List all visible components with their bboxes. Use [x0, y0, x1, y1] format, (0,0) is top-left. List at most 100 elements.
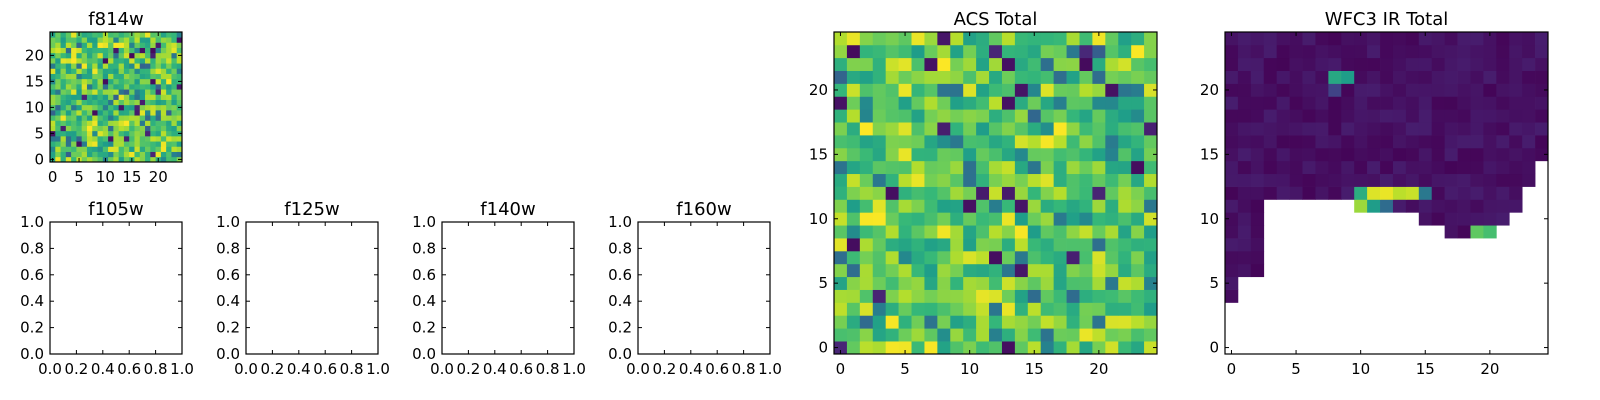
heatmap-cell: [1263, 96, 1278, 110]
heatmap-cell: [1040, 186, 1054, 200]
heatmap-cell: [963, 289, 977, 303]
heatmap-cell: [176, 42, 183, 48]
heatmap-cell: [160, 120, 167, 126]
heatmap-cell: [1027, 32, 1042, 46]
heatmap-cell: [1144, 147, 1158, 162]
heatmap-cell: [76, 115, 83, 121]
heatmap-cell: [950, 250, 964, 265]
heatmap-cell: [1483, 225, 1497, 239]
heatmap-cell: [102, 37, 109, 43]
heatmap-cell: [92, 52, 98, 59]
heatmap-cell: [911, 57, 925, 71]
heatmap-cell: [50, 89, 56, 95]
heatmap-cell: [145, 130, 151, 137]
heatmap-cell: [129, 78, 135, 85]
heatmap-cell: [937, 276, 951, 290]
heatmap-cell: [1380, 83, 1394, 97]
heatmap-cell: [1066, 83, 1080, 97]
heatmap-cell: [1263, 173, 1278, 187]
heatmap-cell: [846, 109, 861, 123]
heatmap-cell: [1289, 135, 1303, 149]
heatmap-cell: [1315, 160, 1329, 175]
heatmap-cell: [145, 146, 151, 152]
heatmap-cell: [937, 160, 951, 175]
heatmap-cell: [102, 125, 109, 132]
x-tick-label: 0.0: [234, 360, 258, 378]
heatmap-cell: [1014, 173, 1029, 187]
heatmap-cell: [1405, 173, 1420, 187]
heatmap-cell: [1144, 276, 1158, 290]
heatmap-cell: [1001, 160, 1016, 175]
heatmap-cell: [65, 130, 72, 137]
heatmap-cell: [1289, 70, 1303, 84]
heatmap-cell: [1250, 44, 1265, 59]
heatmap-cell: [139, 130, 146, 137]
heatmap-cell: [1250, 186, 1265, 200]
heatmap-cell: [1014, 122, 1029, 136]
heatmap-cell: [134, 151, 141, 158]
heatmap-cell: [1105, 250, 1119, 265]
heatmap-cell: [1509, 109, 1523, 123]
heatmap-cell: [1496, 173, 1510, 187]
heatmap-cell: [118, 120, 125, 126]
heatmap-cell: [937, 289, 951, 303]
y-tick-label: 0.0: [608, 345, 632, 363]
heatmap-cell: [872, 32, 887, 46]
heatmap-cell: [60, 89, 67, 95]
heatmap-cell: [1001, 212, 1016, 226]
heatmap-cell: [1380, 199, 1394, 213]
heatmap-cell: [1014, 109, 1029, 123]
x-tick-label: 0.0: [430, 360, 454, 378]
heatmap-cell: [86, 47, 93, 54]
heatmap-cell: [76, 146, 83, 152]
heatmap-cell: [71, 151, 77, 158]
heatmap-cell: [898, 225, 912, 239]
heatmap-cell: [950, 238, 964, 252]
heatmap-cell: [145, 99, 151, 106]
x-tick-label: 0.8: [340, 360, 364, 378]
heatmap-cell: [113, 78, 119, 85]
heatmap-cell: [113, 68, 119, 74]
heatmap-cell: [171, 125, 178, 132]
heatmap-cell: [134, 130, 141, 137]
heatmap-cell: [166, 89, 172, 95]
heatmap-cell: [71, 130, 77, 137]
heatmap-cell: [55, 151, 61, 158]
heatmap-cell: [1001, 83, 1016, 97]
heatmap-cell: [55, 94, 61, 100]
heatmap-cell: [1225, 263, 1239, 278]
heatmap-cell: [1354, 44, 1368, 59]
heatmap-cell: [71, 58, 77, 64]
heatmap-cell: [834, 315, 848, 329]
heatmap-cell: [898, 302, 912, 316]
heatmap-cell: [924, 160, 938, 175]
heatmap-cell: [113, 130, 119, 137]
heatmap-cell: [1470, 32, 1484, 46]
heatmap-cell: [81, 156, 88, 163]
heatmap-cell: [76, 58, 83, 64]
heatmap-cell: [859, 212, 874, 226]
heatmap-cell: [86, 125, 93, 132]
heatmap-cell: [118, 42, 125, 48]
heatmap-cell: [976, 109, 990, 123]
heatmap-cell: [1444, 70, 1458, 84]
heatmap-cell: [1444, 83, 1458, 97]
heatmap-cell: [1380, 109, 1394, 123]
heatmap-cell: [118, 151, 125, 158]
heatmap-cell: [97, 68, 104, 74]
heatmap-cell: [976, 135, 990, 149]
heatmap-cell: [129, 63, 135, 69]
heatmap-cell: [155, 125, 162, 132]
x-tick-label: 1.0: [562, 360, 586, 378]
heatmap-cell: [1144, 160, 1158, 175]
heatmap-cell: [1457, 212, 1471, 226]
heatmap-cell: [1289, 186, 1303, 200]
heatmap-cell: [65, 104, 72, 111]
heatmap-cell: [86, 110, 93, 116]
heatmap-cell: [81, 120, 88, 126]
heatmap-cell: [1144, 122, 1158, 136]
y-tick-label: 0.8: [20, 239, 44, 257]
heatmap-cell: [1341, 135, 1355, 149]
heatmap-cell: [102, 120, 109, 126]
heatmap-cell: [1276, 173, 1290, 187]
